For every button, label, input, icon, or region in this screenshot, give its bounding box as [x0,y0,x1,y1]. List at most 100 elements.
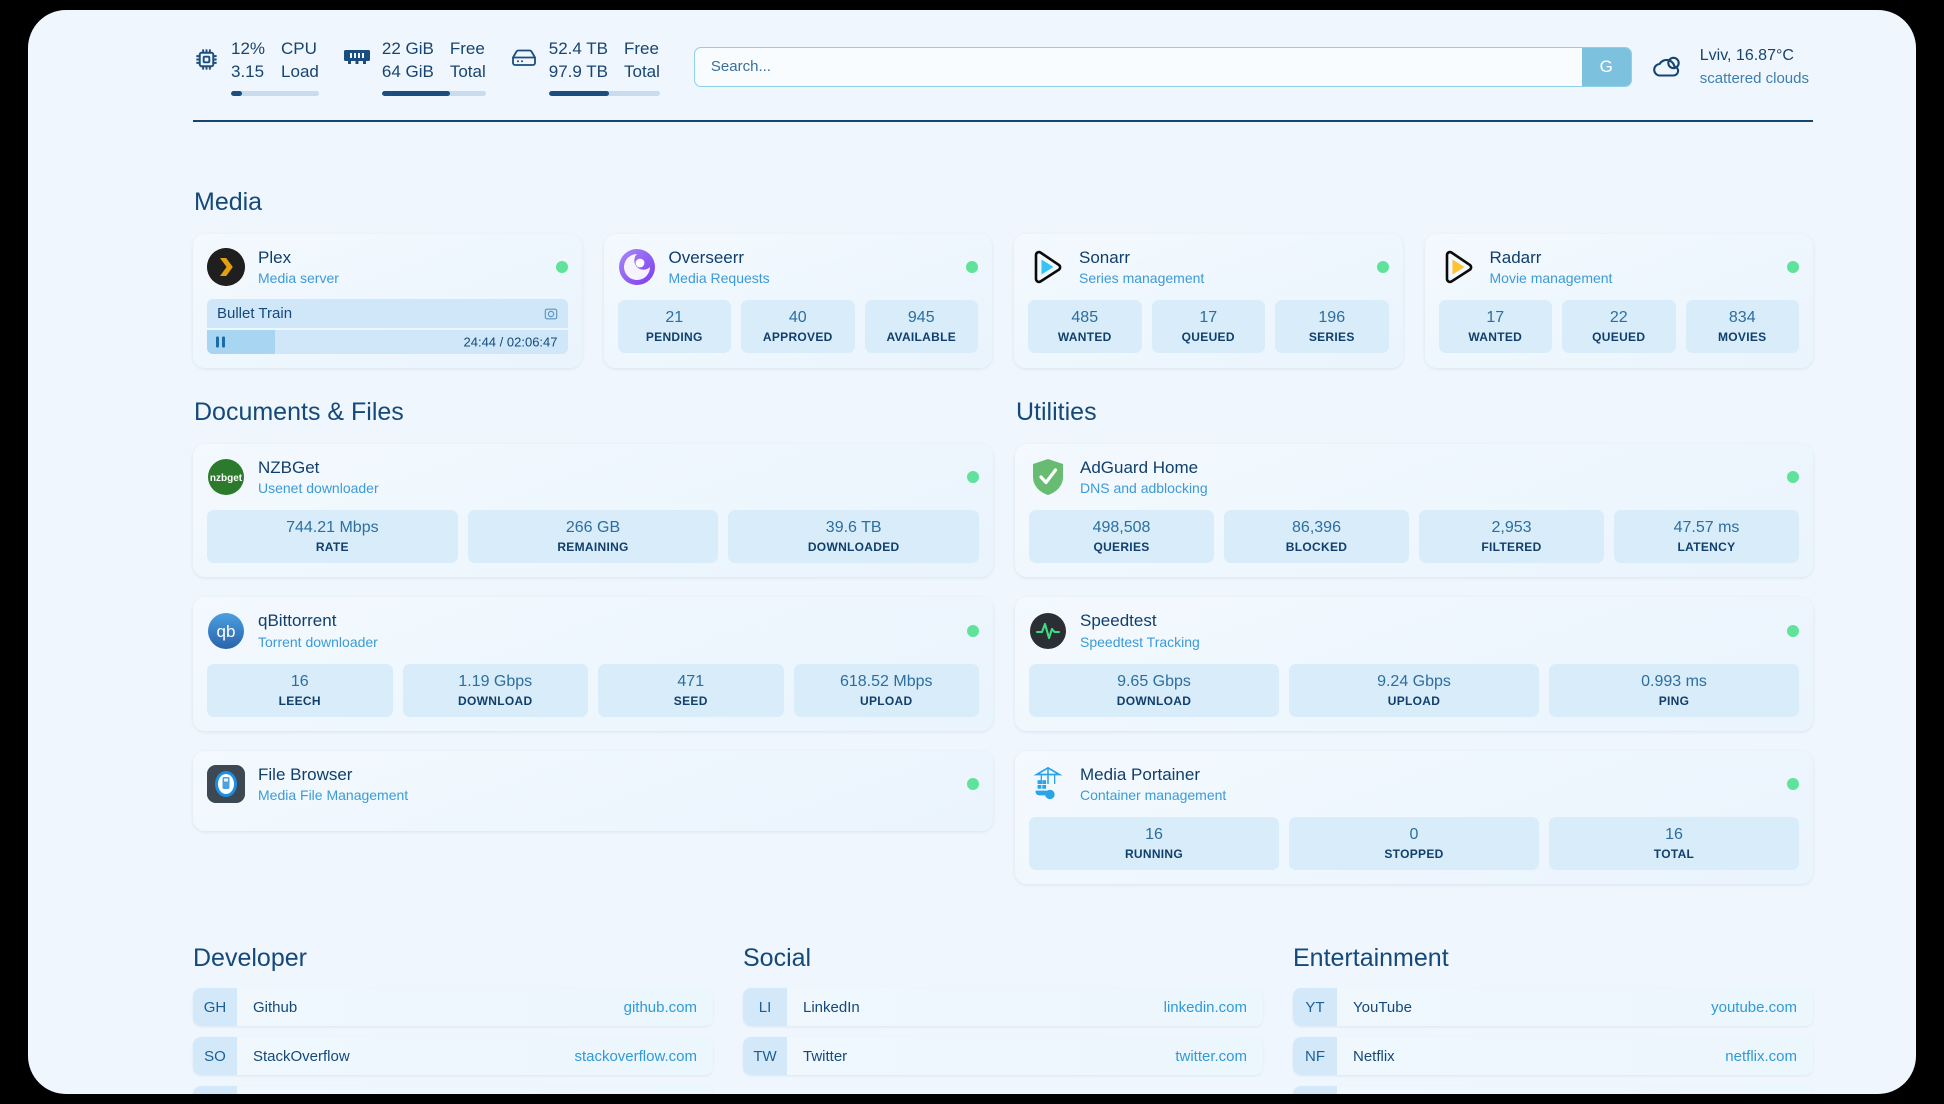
cpu-value-1: 12% [231,39,266,58]
service-card-nzbget[interactable]: nzbget NZBGet Usenet downloader 74 [193,444,993,578]
stat-value: 47.57 ms [1673,519,1740,537]
memory-icon [343,46,371,71]
stat-caption: DOWNLOADED [807,540,900,555]
weather-widget[interactable]: Lviv, 16.87°C scattered clouds [1648,45,1813,88]
stat-pill[interactable]: 0.993 ms PING [1549,663,1799,717]
stat-value: 471 [677,672,705,690]
cpu-stat-widget[interactable]: 12% 3.15 CPU Load [193,38,343,96]
stat-pill[interactable]: 266 GB REMAINING [467,510,719,564]
stat-pill[interactable]: 21 PENDING [617,300,731,354]
cpu-label-2: Load [281,61,319,81]
bookmark-item[interactable]: YT YouTube youtube.com [1293,988,1813,1026]
stat-value: 618.52 Mbps [839,672,933,690]
stat-caption: QUEUED [1592,330,1646,345]
card-stats: 16 RUNNING 0 STOPPED 16 TOTAL [1029,817,1799,870]
bookmark-url: twitter.com [1175,1047,1247,1065]
disk-stat-widget[interactable]: 52.4 TB 97.9 TB Free Total [510,38,684,96]
stat-value: 9.65 Gbps [1117,672,1191,690]
card-title: Radarr [1489,247,1542,267]
service-card-adguard-home[interactable]: AdGuard Home DNS and adblocking 498,508 … [1015,444,1813,578]
stat-value: 0 [1409,826,1419,843]
utilities-section: Utilities AdGuard Home [1015,398,1813,884]
bookmarks-area: Developer GH Github github.com SO StackO… [193,944,1813,1094]
stat-value: 9.24 Gbps [1377,672,1451,690]
cpu-label-1: CPU [281,39,317,58]
bookmark-abbr: RE [1293,1086,1337,1094]
stat-pill[interactable]: 86,396 BLOCKED [1224,510,1409,564]
card-subtitle: Torrent downloader [258,633,378,650]
service-card-overseerr[interactable]: Overseerr Media Requests 21 PENDING 40 A… [603,233,992,369]
stat-pill[interactable]: 498,508 QUERIES [1029,510,1214,564]
stat-caption: WANTED [1057,330,1112,345]
stat-value: 16 [290,672,309,690]
bookmark-item[interactable]: NF Netflix netflix.com [1293,1037,1813,1075]
bookmark-item[interactable]: RE Reddit reddit.com [1293,1086,1813,1094]
service-card-media-portainer[interactable]: Media Portainer Container management 16 … [1015,750,1813,884]
cloud-icon [1648,53,1686,88]
stat-pill[interactable]: 17 WANTED [1438,300,1552,354]
stat-pill[interactable]: 196 SERIES [1275,300,1389,354]
stat-value: 22 [1609,309,1628,327]
service-card-speedtest[interactable]: Speedtest Speedtest Tracking 9.65 Gbps D… [1015,597,1813,731]
bookmark-item[interactable]: SO StackOverflow stackoverflow.com [193,1037,713,1075]
stat-pill[interactable]: 618.52 Mbps UPLOAD [793,663,979,717]
stat-pill[interactable]: 39.6 TB DOWNLOADED [728,510,980,564]
bookmark-list: LI LinkedIn linkedin.com TW Twitter twit… [743,988,1263,1075]
stat-pill[interactable]: 9.24 Gbps UPLOAD [1289,663,1539,717]
top-bar: 12% 3.15 CPU Load [193,10,1813,96]
stat-pill[interactable]: 40 APPROVED [741,300,855,354]
stat-caption: APPROVED [762,330,833,345]
card-title: Overseerr [668,247,745,267]
search-input[interactable] [693,46,1632,87]
stat-pill[interactable]: 17 QUEUED [1151,300,1265,354]
now-playing-progress[interactable]: 24:44 / 02:06:47 [207,330,568,355]
documents-section: Documents & Files nzbget [193,398,993,884]
stat-pill[interactable]: 0 STOPPED [1289,817,1539,870]
disk-label-2: Total [624,61,660,81]
filebrowser-icon [207,764,245,803]
stat-pill[interactable]: 471 SEED [598,663,784,717]
stat-pill[interactable]: 16 RUNNING [1029,817,1279,870]
documents-section-title: Documents & Files [194,398,404,427]
stat-pill[interactable]: 16 TOTAL [1549,817,1799,870]
stat-value: 744.21 Mbps [286,519,379,537]
adguard-icon [1029,458,1067,496]
stat-caption: RATE [315,540,349,555]
stat-value: 2,953 [1491,519,1532,537]
stat-pill[interactable]: 9.65 Gbps DOWNLOAD [1029,663,1279,717]
bookmark-item[interactable]: TW Twitter twitter.com [743,1037,1263,1075]
now-playing[interactable]: Bullet Train [207,299,568,355]
bookmark-name: YouTube [1353,998,1412,1016]
stat-value: 1.19 Gbps [458,672,533,690]
bookmark-item[interactable]: DT DEV dev.to [193,1086,713,1094]
pause-icon[interactable] [216,336,225,348]
card-subtitle: DNS and adblocking [1080,480,1208,497]
service-card-sonarr[interactable]: Sonarr Series management 485 WANTED 17 Q… [1014,233,1403,369]
service-card-qbittorrent[interactable]: qb qBittorrent Torrent downloader [193,597,993,731]
cast-icon[interactable] [544,307,558,321]
status-indicator [966,261,978,274]
stat-pill[interactable]: 945 AVAILABLE [864,300,978,354]
stat-pill[interactable]: 16 LEECH [207,663,393,717]
bookmark-item[interactable]: GH Github github.com [193,988,713,1026]
stat-pill[interactable]: 2,953 FILTERED [1419,510,1604,564]
memory-stat-widget[interactable]: 22 GiB 64 GiB Free Total [343,38,510,96]
service-card-plex[interactable]: Plex Media server Bullet Train [193,233,582,369]
bookmark-item[interactable]: LI LinkedIn linkedin.com [743,988,1263,1026]
stat-pill[interactable]: 47.57 ms LATENCY [1614,510,1799,564]
stat-pill[interactable]: 485 WANTED [1028,300,1142,354]
radarr-icon [1439,248,1477,286]
search-provider-button[interactable]: G [1581,47,1631,86]
stat-pill[interactable]: 744.21 Mbps RATE [207,510,458,564]
plex-icon [207,248,245,287]
stat-pill[interactable]: 22 QUEUED [1562,300,1676,354]
stat-pill[interactable]: 1.19 Gbps DOWNLOAD [402,663,588,717]
stat-pill[interactable]: 834 MOVIES [1685,300,1799,354]
service-card-file-browser[interactable]: File Browser Media File Management [193,750,993,831]
card-subtitle: Usenet downloader [258,480,379,497]
utilities-section-title: Utilities [1016,398,1097,427]
stat-value: 17 [1486,309,1505,327]
stat-value: 945 [907,309,935,327]
service-card-radarr[interactable]: Radarr Movie management 17 WANTED 22 QUE… [1424,233,1813,369]
bookmark-name: StackOverflow [253,1047,350,1065]
